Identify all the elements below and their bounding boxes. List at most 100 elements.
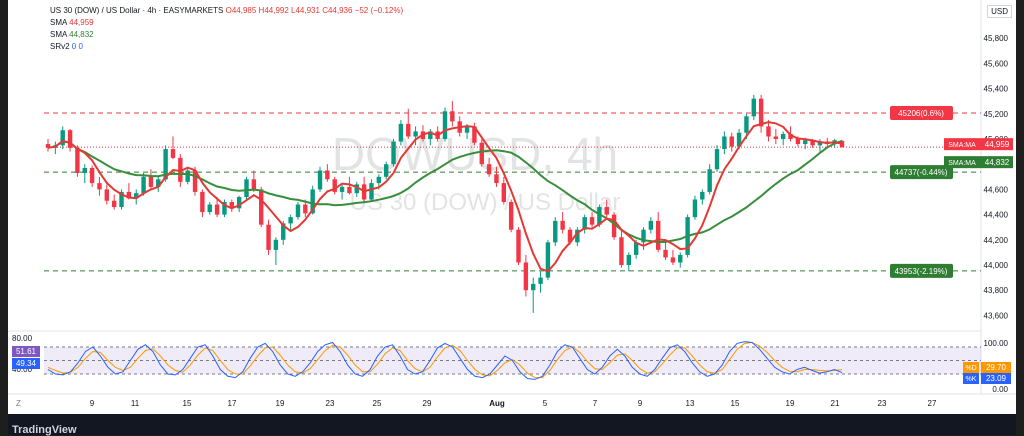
candle-body bbox=[678, 254, 683, 263]
candle-body bbox=[567, 229, 573, 243]
candle-body bbox=[501, 183, 507, 202]
time-tick-label: 7 bbox=[593, 399, 598, 408]
candle-body bbox=[251, 179, 257, 190]
osc-right-value: 23.09 bbox=[986, 374, 1007, 383]
candle-body bbox=[244, 179, 249, 197]
time-tick-label: 19 bbox=[786, 399, 795, 408]
candle-body bbox=[119, 191, 124, 208]
candle-body bbox=[655, 220, 661, 250]
time-tick-label: 11 bbox=[131, 399, 140, 408]
candle-body bbox=[67, 130, 73, 148]
price-tick-label: 45,600 bbox=[984, 59, 1009, 68]
candle-body bbox=[641, 229, 646, 243]
candle-body bbox=[751, 98, 756, 117]
candle-body bbox=[633, 242, 639, 255]
candle-body bbox=[310, 189, 315, 214]
time-tick-label: 15 bbox=[183, 399, 192, 408]
candle-body bbox=[700, 191, 705, 200]
price-tick-label: 44,400 bbox=[984, 211, 1009, 220]
osc-right-value-box bbox=[981, 373, 1011, 384]
price-tick-label: 45,200 bbox=[984, 110, 1009, 119]
time-tick-label: 9 bbox=[638, 399, 643, 408]
candle-body bbox=[766, 126, 771, 137]
currency-button[interactable]: USD bbox=[987, 5, 1012, 18]
candle-body bbox=[406, 123, 411, 137]
candle-body bbox=[148, 176, 154, 187]
osc-right-tick: 0.00 bbox=[992, 385, 1008, 394]
price-tick-label: 45,400 bbox=[984, 85, 1009, 94]
price-tick-label: 43,800 bbox=[984, 286, 1009, 295]
sma-slow-legend[interactable]: SMA 44,832 bbox=[50, 29, 94, 40]
candle-body bbox=[428, 131, 433, 139]
osc-right-label: %D bbox=[965, 365, 976, 372]
candle-body bbox=[236, 196, 242, 209]
candle-body bbox=[163, 149, 168, 180]
osc-right-tick: 100.00 bbox=[984, 339, 1009, 348]
candle-body bbox=[200, 191, 205, 213]
sma-fast-value: 44,959 bbox=[69, 18, 94, 27]
time-tick-label: 29 bbox=[423, 399, 432, 408]
time-tick-label: 15 bbox=[731, 399, 740, 408]
candle-body bbox=[722, 136, 727, 150]
time-tick-label: Aug bbox=[489, 399, 505, 408]
candle-body bbox=[391, 141, 396, 165]
candle-body bbox=[589, 217, 595, 225]
candle-body bbox=[97, 183, 102, 190]
osc-right-label-box bbox=[963, 373, 979, 384]
level-label: 44737(-0.44%) bbox=[895, 168, 948, 177]
time-tick-label: 25 bbox=[373, 399, 382, 408]
watermark-subtitle: US 30 (DOW) / US Dollar bbox=[350, 189, 621, 216]
candle-body bbox=[273, 239, 279, 250]
price-tick-label: 44,200 bbox=[984, 236, 1009, 245]
candle-body bbox=[531, 283, 536, 291]
candle-body bbox=[479, 142, 484, 165]
candle-body bbox=[192, 170, 198, 192]
candle-body bbox=[185, 170, 190, 182]
candle-body bbox=[538, 277, 543, 284]
price-tag-value-box bbox=[981, 138, 1013, 151]
osc-right-label-box bbox=[963, 362, 979, 373]
zoom-button[interactable]: Z bbox=[16, 399, 21, 408]
candle-body bbox=[817, 141, 823, 146]
ohlc-close: C44,936 bbox=[322, 6, 353, 15]
price-tag-value: 44,832 bbox=[985, 158, 1010, 167]
level-label-box bbox=[890, 165, 953, 180]
ohlc-high: H44,992 bbox=[258, 6, 289, 15]
time-tick-label: 13 bbox=[686, 399, 695, 408]
candle-body bbox=[325, 170, 330, 180]
price-tick-label: 43,600 bbox=[984, 311, 1009, 320]
candle-body bbox=[560, 220, 565, 230]
candle-body bbox=[795, 139, 801, 145]
candle-body bbox=[207, 204, 212, 213]
srv2-legend[interactable]: SRv2 0 0 bbox=[50, 41, 83, 52]
time-tick-label: 23 bbox=[326, 399, 335, 408]
candle-body bbox=[156, 179, 161, 187]
candle-body bbox=[810, 140, 815, 146]
price-tag-label: SMA:MA bbox=[948, 142, 976, 149]
candle-body bbox=[523, 262, 529, 291]
candle-body bbox=[317, 170, 323, 190]
candle-body bbox=[729, 136, 734, 147]
candle-body bbox=[758, 98, 764, 127]
candle-body bbox=[111, 200, 117, 208]
candle-body bbox=[332, 179, 337, 192]
level-label-box bbox=[890, 263, 953, 278]
candle-body bbox=[281, 223, 286, 240]
candle-body bbox=[626, 254, 632, 265]
ohlc-change: −52 (−0.12%) bbox=[354, 6, 404, 15]
level-label: 43953(-2.19%) bbox=[895, 267, 948, 276]
candle-body bbox=[126, 191, 132, 199]
sma-fast-legend[interactable]: SMA 44,959 bbox=[50, 17, 94, 28]
srv2-label: SRv2 bbox=[50, 42, 70, 51]
candle-body bbox=[553, 220, 558, 243]
price-tag-value: 44,959 bbox=[985, 140, 1010, 149]
candle-body bbox=[413, 131, 418, 137]
candle-body bbox=[464, 126, 470, 133]
candle-body bbox=[104, 189, 110, 201]
candle-body bbox=[266, 224, 271, 250]
candle-body bbox=[369, 183, 374, 200]
candle-body bbox=[339, 186, 345, 192]
candle-body bbox=[178, 157, 183, 182]
